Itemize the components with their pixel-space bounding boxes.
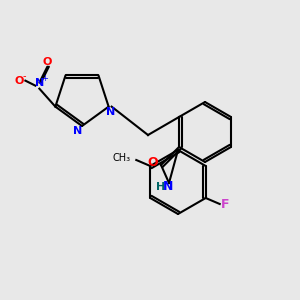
Text: F: F [220,197,229,211]
Text: +: + [41,74,48,83]
Text: N: N [106,107,115,117]
Text: N: N [163,181,173,194]
Text: N: N [35,78,44,88]
Text: CH₃: CH₃ [112,153,130,163]
Text: O: O [43,57,52,67]
Text: O: O [148,157,158,169]
Text: H: H [156,182,166,192]
Text: -: - [22,71,26,81]
Text: N: N [74,126,82,136]
Text: O: O [15,76,24,86]
